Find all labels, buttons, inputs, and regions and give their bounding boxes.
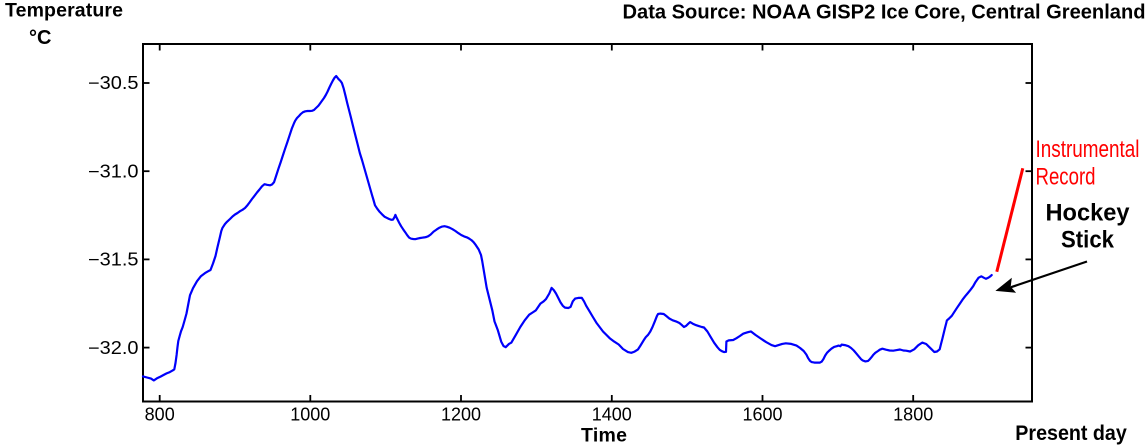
svg-text:−31.0: −31.0 [88,161,139,181]
svg-text:Temperature: Temperature [5,0,123,21]
svg-text:1400: 1400 [592,405,632,425]
svg-text:−32.0: −32.0 [88,338,139,358]
svg-text:1800: 1800 [893,405,933,425]
svg-text:Stick: Stick [1061,227,1114,254]
svg-text:Hockey: Hockey [1046,200,1130,227]
svg-text:1200: 1200 [441,405,481,425]
svg-text:Data Source: NOAA GISP2 Ice Co: Data Source: NOAA GISP2 Ice Core, Centra… [623,1,1146,24]
svg-text:Time: Time [581,424,627,446]
svg-text:Present day: Present day [1015,422,1127,445]
svg-text:1600: 1600 [742,405,782,425]
svg-text:−30.5: −30.5 [88,73,139,93]
svg-text:−31.5: −31.5 [88,250,139,270]
svg-text:Record: Record [1036,164,1096,191]
svg-text:1000: 1000 [290,405,330,425]
svg-text:800: 800 [145,405,175,425]
svg-text:°C: °C [29,27,51,49]
svg-text:Instrumental: Instrumental [1036,136,1140,163]
